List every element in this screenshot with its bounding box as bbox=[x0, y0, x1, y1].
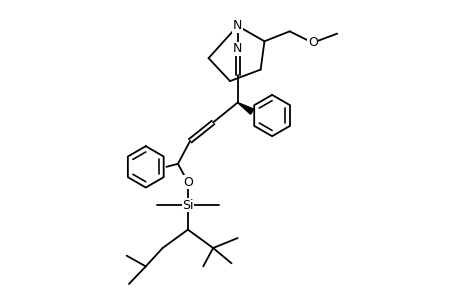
Polygon shape bbox=[237, 103, 253, 114]
Text: N: N bbox=[232, 42, 242, 56]
Text: O: O bbox=[307, 36, 317, 49]
Text: O: O bbox=[183, 176, 192, 189]
Text: Si: Si bbox=[182, 199, 193, 212]
Text: N: N bbox=[232, 20, 242, 32]
